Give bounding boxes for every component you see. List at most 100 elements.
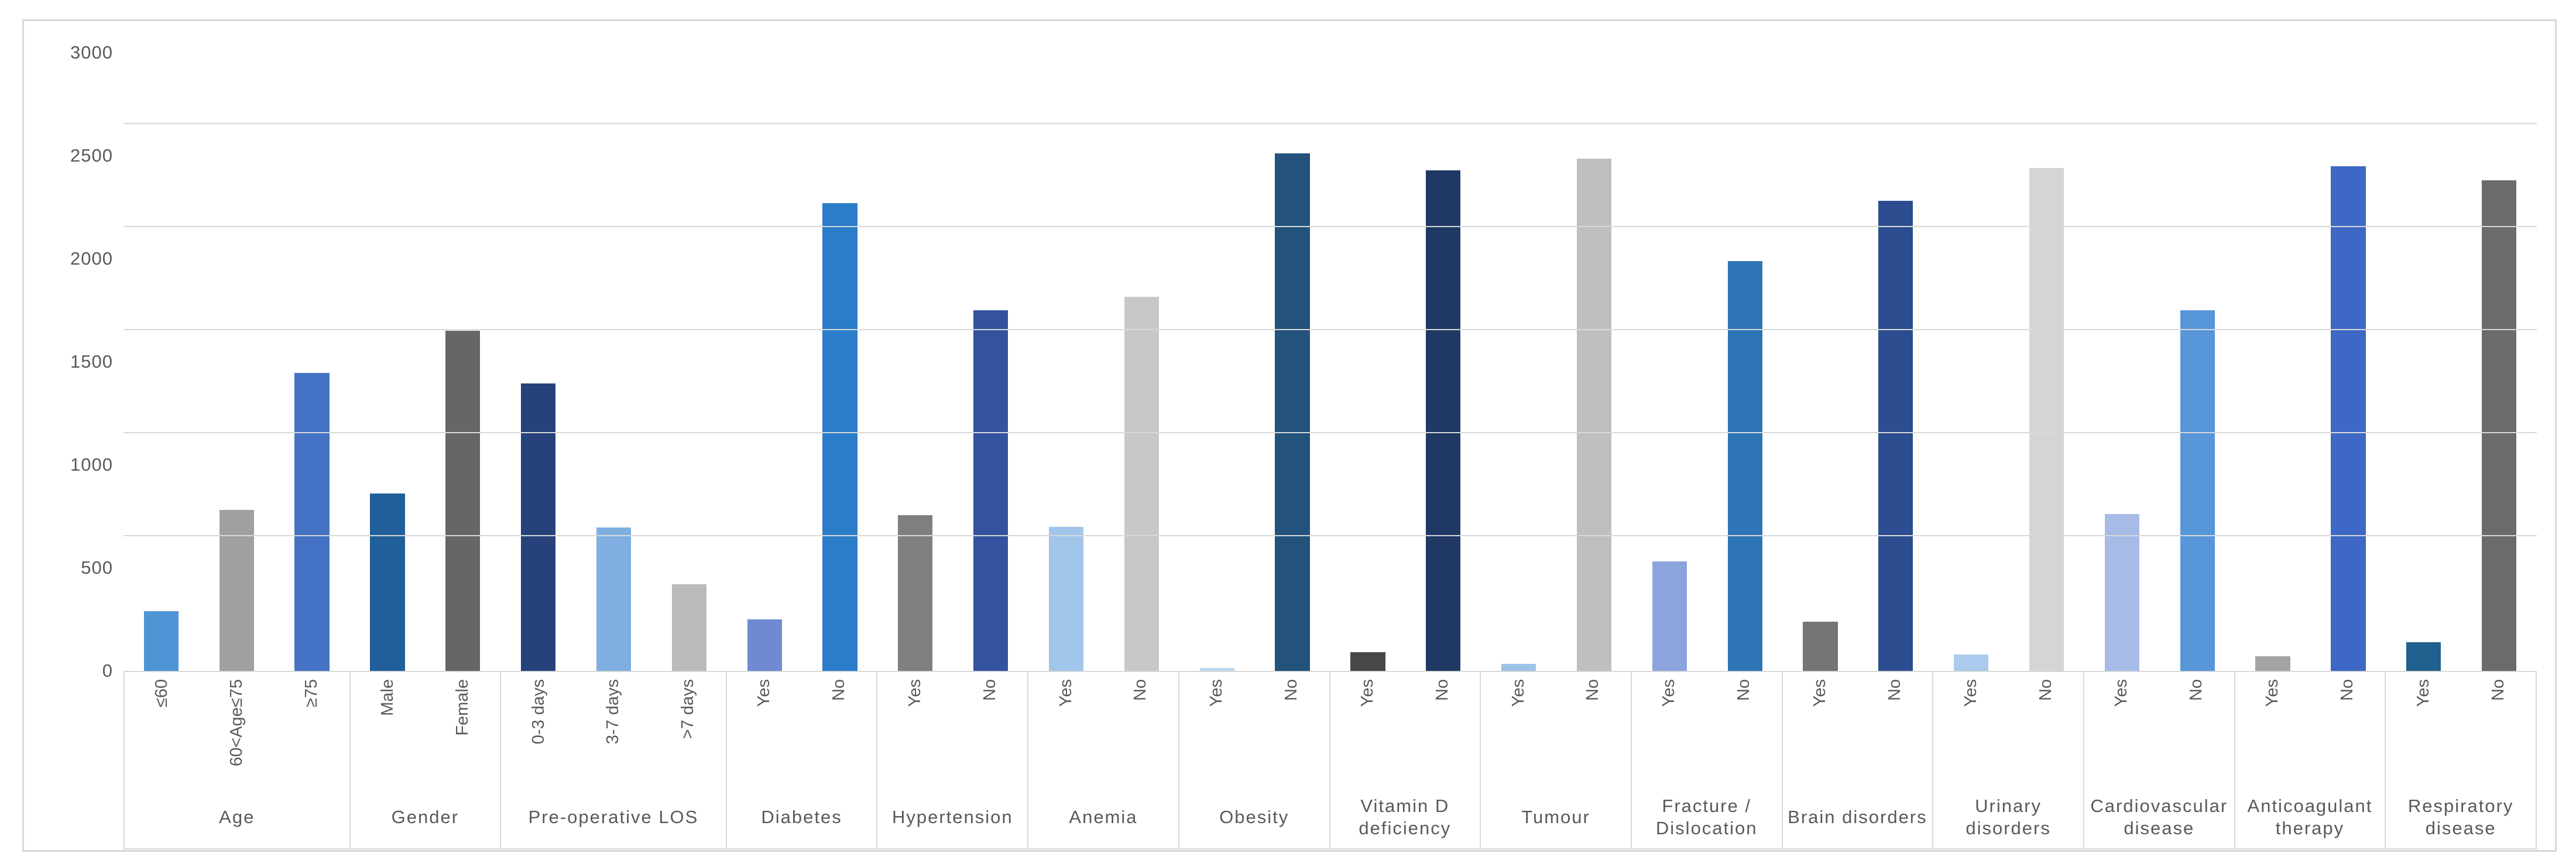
group-label: Tumour bbox=[1521, 806, 1590, 827]
category-tick-label: No bbox=[1583, 679, 1603, 701]
category-tick-cell: >7 days bbox=[651, 672, 726, 789]
category-tick-cell: Yes bbox=[1632, 672, 1707, 789]
group-label: Pre-operative LOS bbox=[528, 806, 699, 827]
bar-group bbox=[350, 53, 501, 671]
x-axis-label-band: ≤60 60<Age≤75 ≥75 Age Male Female Gender 0-3 da… bbox=[124, 671, 2537, 849]
category-tick-label: >7 days bbox=[678, 679, 698, 739]
category-tick-row: Yes No bbox=[2084, 672, 2234, 789]
band-group: Yes No Cardiovascular disease bbox=[2084, 672, 2235, 848]
category-tick-label: No bbox=[829, 679, 849, 701]
y-tick-label: 1500 bbox=[70, 351, 113, 372]
category-tick-label: Yes bbox=[1508, 679, 1528, 707]
bar-yes bbox=[2406, 642, 2441, 671]
bar-slot bbox=[2310, 53, 2386, 671]
category-tick-label: Yes bbox=[754, 679, 774, 707]
bar-group bbox=[1933, 53, 2084, 671]
plot-area bbox=[124, 20, 2537, 671]
bar-3-7-days bbox=[596, 527, 632, 671]
category-tick-label: 0-3 days bbox=[529, 679, 548, 745]
category-tick-label: Yes bbox=[1357, 679, 1377, 707]
category-tick-row: ≤60 60<Age≤75 ≥75 bbox=[125, 672, 349, 789]
category-tick-label: Yes bbox=[2413, 679, 2433, 707]
bar-no bbox=[1727, 261, 1762, 671]
group-label: Anticoagulant therapy bbox=[2247, 795, 2373, 838]
category-tick-label: No bbox=[2337, 679, 2357, 701]
category-tick-cell: Female bbox=[425, 672, 500, 789]
bar-male bbox=[370, 494, 405, 671]
category-tick-cell: No bbox=[2461, 672, 2536, 789]
y-tick-label: 500 bbox=[81, 557, 113, 578]
group-label: Diabetes bbox=[761, 806, 842, 827]
group-label: Hypertension bbox=[891, 806, 1013, 827]
bar-slot bbox=[1028, 53, 1104, 671]
category-tick-cell: Yes bbox=[1179, 672, 1254, 789]
category-tick-cell: Yes bbox=[1783, 672, 1858, 789]
category-tick-label: Yes bbox=[1810, 679, 1829, 707]
bar-yes bbox=[1350, 652, 1385, 671]
bar-female bbox=[445, 331, 481, 671]
group-label: Fracture / Dislocation bbox=[1655, 795, 1758, 838]
category-tick-cell: 3-7 days bbox=[576, 672, 651, 789]
bar-yes bbox=[1803, 621, 1838, 671]
gridline bbox=[124, 20, 2537, 21]
bar-yes bbox=[898, 515, 933, 671]
category-tick-label: No bbox=[2488, 679, 2508, 701]
gridline bbox=[124, 226, 2537, 227]
bars-row bbox=[124, 53, 2537, 671]
bar-yes bbox=[1501, 663, 1536, 671]
bar-group bbox=[727, 53, 878, 671]
y-tick-label: 1000 bbox=[70, 454, 113, 475]
category-tick-cell: Male bbox=[351, 672, 426, 789]
group-label: Cardiovascular disease bbox=[2090, 795, 2228, 838]
band-group: Yes No Anticoagulant therapy bbox=[2235, 672, 2386, 848]
bar-group bbox=[500, 53, 727, 671]
bar-slot bbox=[425, 53, 500, 671]
category-tick-cell: Yes bbox=[1028, 672, 1103, 789]
category-tick-label: No bbox=[1131, 679, 1150, 701]
bar-slot bbox=[2235, 53, 2311, 671]
category-tick-cell: No bbox=[2310, 672, 2385, 789]
bar-yes bbox=[1954, 654, 1989, 671]
bar-group bbox=[2386, 53, 2537, 671]
bar-group bbox=[1028, 53, 1179, 671]
category-tick-label: ≥75 bbox=[302, 679, 321, 708]
bar-slot bbox=[1556, 53, 1632, 671]
y-tick-label: 3000 bbox=[70, 42, 113, 63]
category-tick-label: No bbox=[980, 679, 999, 701]
bar-slot bbox=[953, 53, 1028, 671]
bar-slot bbox=[1255, 53, 1330, 671]
bar-no bbox=[2029, 168, 2064, 671]
bar-slot bbox=[1783, 53, 1858, 671]
category-tick-cell: Yes bbox=[1481, 672, 1556, 789]
y-tick-label: 2000 bbox=[70, 248, 113, 269]
bar-slot bbox=[877, 53, 953, 671]
category-tick-cell: No bbox=[802, 672, 877, 789]
bar-slot bbox=[350, 53, 426, 671]
category-tick-cell: No bbox=[1556, 672, 1631, 789]
bar-slot bbox=[576, 53, 651, 671]
category-tick-cell: No bbox=[1707, 672, 1782, 789]
bar--60 bbox=[143, 611, 179, 671]
category-tick-row: Yes No bbox=[2235, 672, 2385, 789]
category-tick-label: No bbox=[1885, 679, 1904, 701]
bar-no bbox=[2481, 180, 2517, 671]
bar-group bbox=[2235, 53, 2386, 671]
band-group: Yes No Hypertension bbox=[877, 672, 1029, 848]
bar-group bbox=[1783, 53, 1934, 671]
bar-group bbox=[1481, 53, 1632, 671]
bar-no bbox=[1275, 153, 1310, 671]
group-label: Vitamin D deficiency bbox=[1359, 795, 1452, 838]
category-tick-cell: Yes bbox=[877, 672, 952, 789]
bar-slot bbox=[1707, 53, 1783, 671]
bar-slot bbox=[2084, 53, 2160, 671]
category-tick-cell: No bbox=[1103, 672, 1178, 789]
band-group: Yes No Obesity bbox=[1179, 672, 1330, 848]
group-label: Urinary disorders bbox=[1966, 795, 2051, 838]
category-tick-label: 3-7 days bbox=[603, 679, 623, 745]
group-label: Brain disorders bbox=[1788, 806, 1927, 827]
bar-slot bbox=[1330, 53, 1406, 671]
bar-no bbox=[1124, 297, 1160, 671]
category-tick-label: Yes bbox=[905, 679, 924, 707]
band-group: Yes No Respiratory disease bbox=[2386, 672, 2536, 848]
bar-yes bbox=[1048, 526, 1084, 671]
